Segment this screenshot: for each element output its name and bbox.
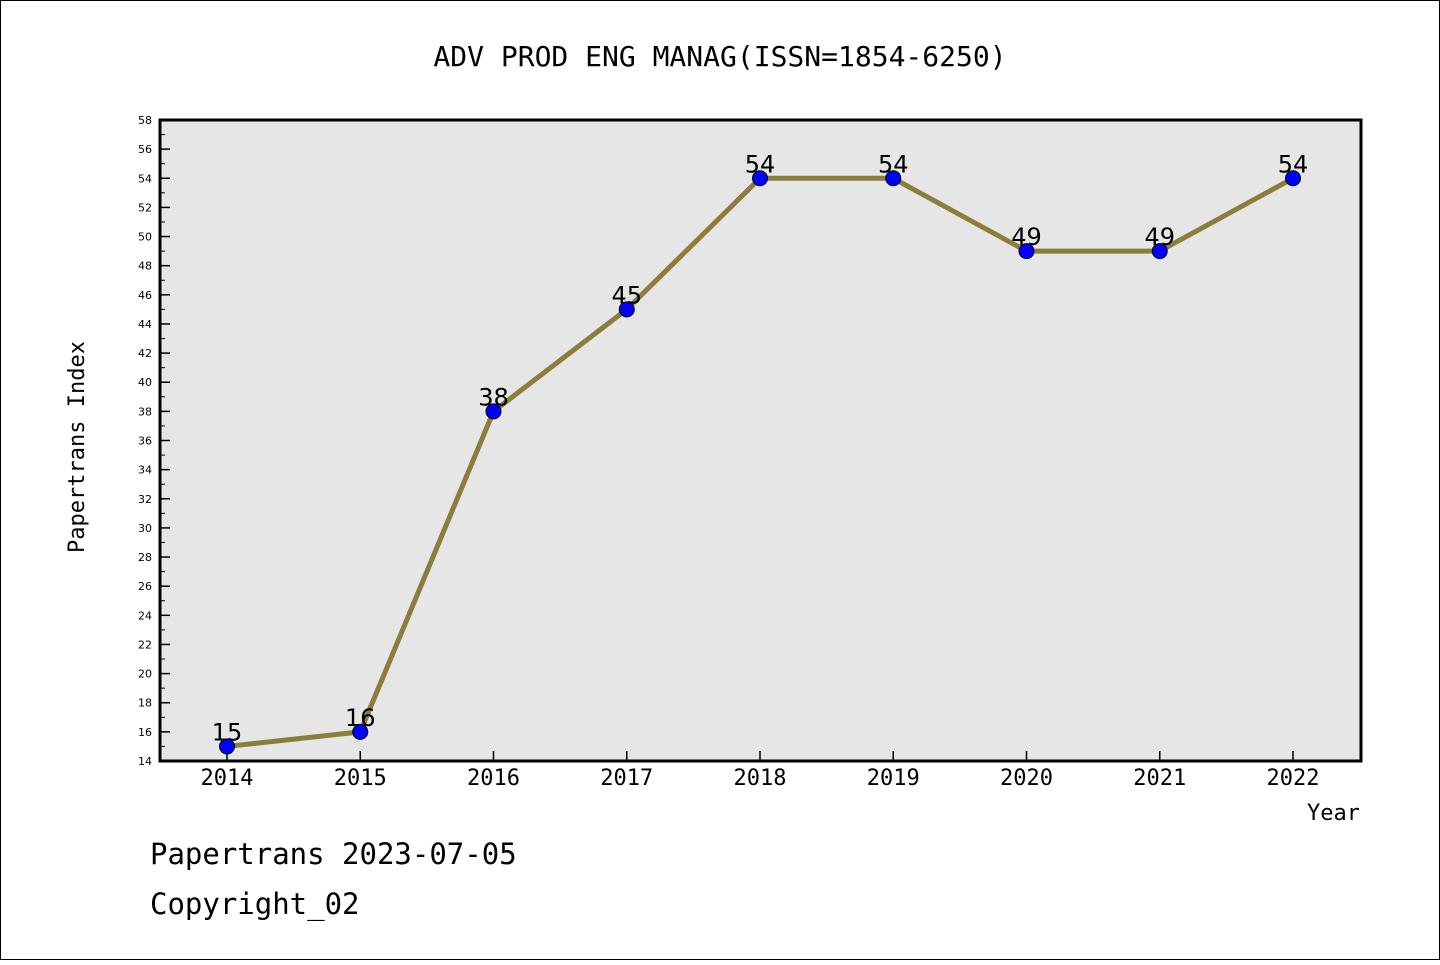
y-tick-label: 28: [138, 551, 152, 564]
data-label: 38: [478, 383, 509, 411]
y-tick-label: 14: [138, 755, 152, 768]
footer-date: Papertrans 2023-07-05: [150, 837, 517, 871]
data-point: [352, 723, 369, 740]
data-label: 16: [345, 704, 376, 732]
data-label: 49: [1144, 223, 1175, 251]
y-tick-label: 32: [138, 493, 152, 506]
y-tick-label: 26: [138, 580, 152, 593]
data-point: [1285, 170, 1301, 187]
x-tick-label: 2020: [1000, 766, 1053, 791]
data-label: 49: [1011, 223, 1042, 251]
data-label: 45: [611, 281, 642, 309]
data-point: [485, 403, 502, 420]
y-axis: 14 16 18 20 22 24 26 28 30 32 34 36 38 40 42 44 46 48 50 52…: [138, 114, 170, 768]
y-tick-label: 38: [138, 405, 152, 418]
y-tick-label: 42: [138, 347, 152, 360]
data-label: 54: [745, 150, 776, 178]
y-tick-label: 40: [138, 376, 152, 389]
data-point: [752, 170, 768, 187]
y-tick-label: 34: [138, 464, 152, 477]
footer-copyright: Copyright_02: [150, 887, 360, 922]
data-point: [1151, 243, 1168, 260]
y-tick-label: 30: [138, 522, 152, 535]
y-tick-label: 54: [138, 172, 152, 185]
data-label: 54: [878, 150, 909, 178]
y-axis-title: Papertrans Index: [65, 341, 90, 553]
y-tick-label: 52: [138, 201, 152, 214]
plot-area: [158, 118, 1363, 763]
y-tick-label: 24: [138, 609, 152, 622]
data-point: [1018, 243, 1035, 260]
data-label: 54: [1278, 150, 1309, 178]
y-tick-label: 44: [138, 318, 152, 331]
y-tick-label: 16: [138, 726, 152, 739]
y-tick-label: 50: [138, 231, 152, 244]
y-tick-label: 18: [138, 697, 152, 710]
data-point: [219, 738, 235, 755]
y-tick-label: 58: [138, 114, 152, 127]
x-tick-label: 2016: [467, 766, 520, 791]
x-tick-label: 2022: [1267, 766, 1320, 791]
chart-title: ADV PROD ENG MANAG(ISSN=1854-6250): [433, 40, 1006, 73]
x-tick-label: 2014: [201, 766, 254, 791]
y-tick-label: 36: [138, 435, 152, 448]
y-tick-label: 46: [138, 289, 152, 302]
x-tick-label: 2018: [734, 766, 787, 791]
x-tick-label: 2019: [867, 766, 920, 791]
y-tick-label: 22: [138, 638, 152, 651]
y-tick-label: 48: [138, 260, 152, 273]
x-axis: 2014 2015 2016 2017 2018 2019 2020 2021 2022: [201, 751, 1320, 791]
y-tick-label: 56: [138, 143, 152, 156]
data-point: [618, 301, 635, 318]
data-label: 15: [212, 718, 243, 746]
data-point: [885, 170, 902, 187]
y-tick-label: 20: [138, 668, 152, 681]
x-tick-label: 2015: [334, 766, 387, 791]
x-axis-title: Year: [1307, 801, 1360, 826]
x-tick-label: 2021: [1133, 766, 1186, 791]
x-tick-label: 2017: [600, 766, 653, 791]
series-layer: 15 16 38 45 54 54 49 49 54: [212, 150, 1309, 755]
